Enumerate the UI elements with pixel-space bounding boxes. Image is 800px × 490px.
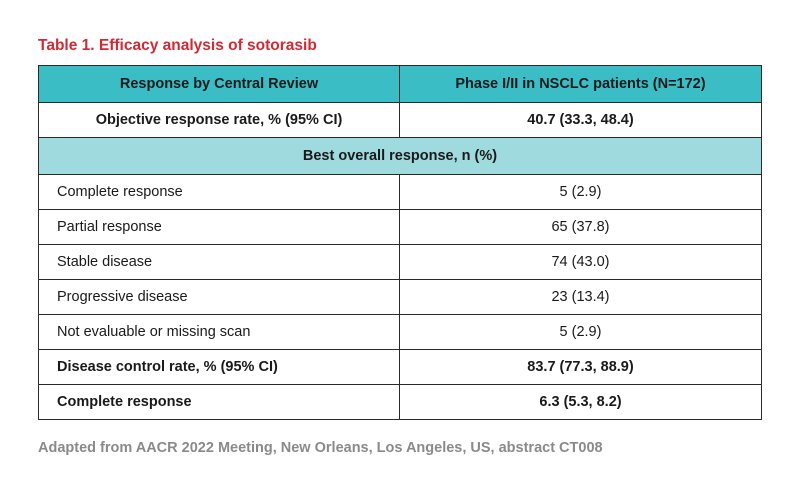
row-label: Not evaluable or missing scan (38, 314, 400, 350)
table-row: Complete response 5 (2.9) (38, 174, 762, 210)
column-header-response: Response by Central Review (38, 65, 400, 103)
row-value: 5 (2.9) (399, 314, 762, 350)
efficacy-table: Response by Central Review Phase I/II in… (38, 65, 762, 420)
table-row: Complete response 6.3 (5.3, 8.2) (38, 384, 762, 420)
orr-row: Objective response rate, % (95% CI) 40.7… (38, 102, 762, 138)
row-value: 5 (2.9) (399, 174, 762, 210)
row-label: Partial response (38, 209, 400, 245)
table-row: Not evaluable or missing scan 5 (2.9) (38, 314, 762, 350)
section-header-best-overall-response: Best overall response, n (%) (38, 137, 762, 175)
row-label: Complete response (38, 174, 400, 210)
table-row: Partial response 65 (37.8) (38, 209, 762, 245)
source-footnote: Adapted from AACR 2022 Meeting, New Orle… (38, 440, 603, 456)
table-title: Table 1. Efficacy analysis of sotorasib (38, 37, 317, 54)
table-row: Stable disease 74 (43.0) (38, 244, 762, 280)
disease-control-rate-row: Disease control rate, % (95% CI) 83.7 (7… (38, 349, 762, 385)
row-label: Disease control rate, % (95% CI) (38, 349, 400, 385)
row-label: Progressive disease (38, 279, 400, 315)
orr-label: Objective response rate, % (95% CI) (38, 102, 400, 138)
row-value: 65 (37.8) (399, 209, 762, 245)
column-header-phase: Phase I/II in NSCLC patients (N=172) (399, 65, 762, 103)
row-value: 83.7 (77.3, 88.9) (399, 349, 762, 385)
orr-value: 40.7 (33.3, 48.4) (399, 102, 762, 138)
row-value: 74 (43.0) (399, 244, 762, 280)
section-header-row: Best overall response, n (%) (38, 137, 762, 175)
row-value: 6.3 (5.3, 8.2) (399, 384, 762, 420)
row-value: 23 (13.4) (399, 279, 762, 315)
row-label: Complete response (38, 384, 400, 420)
table-header-row: Response by Central Review Phase I/II in… (38, 65, 762, 103)
table-row: Progressive disease 23 (13.4) (38, 279, 762, 315)
row-label: Stable disease (38, 244, 400, 280)
